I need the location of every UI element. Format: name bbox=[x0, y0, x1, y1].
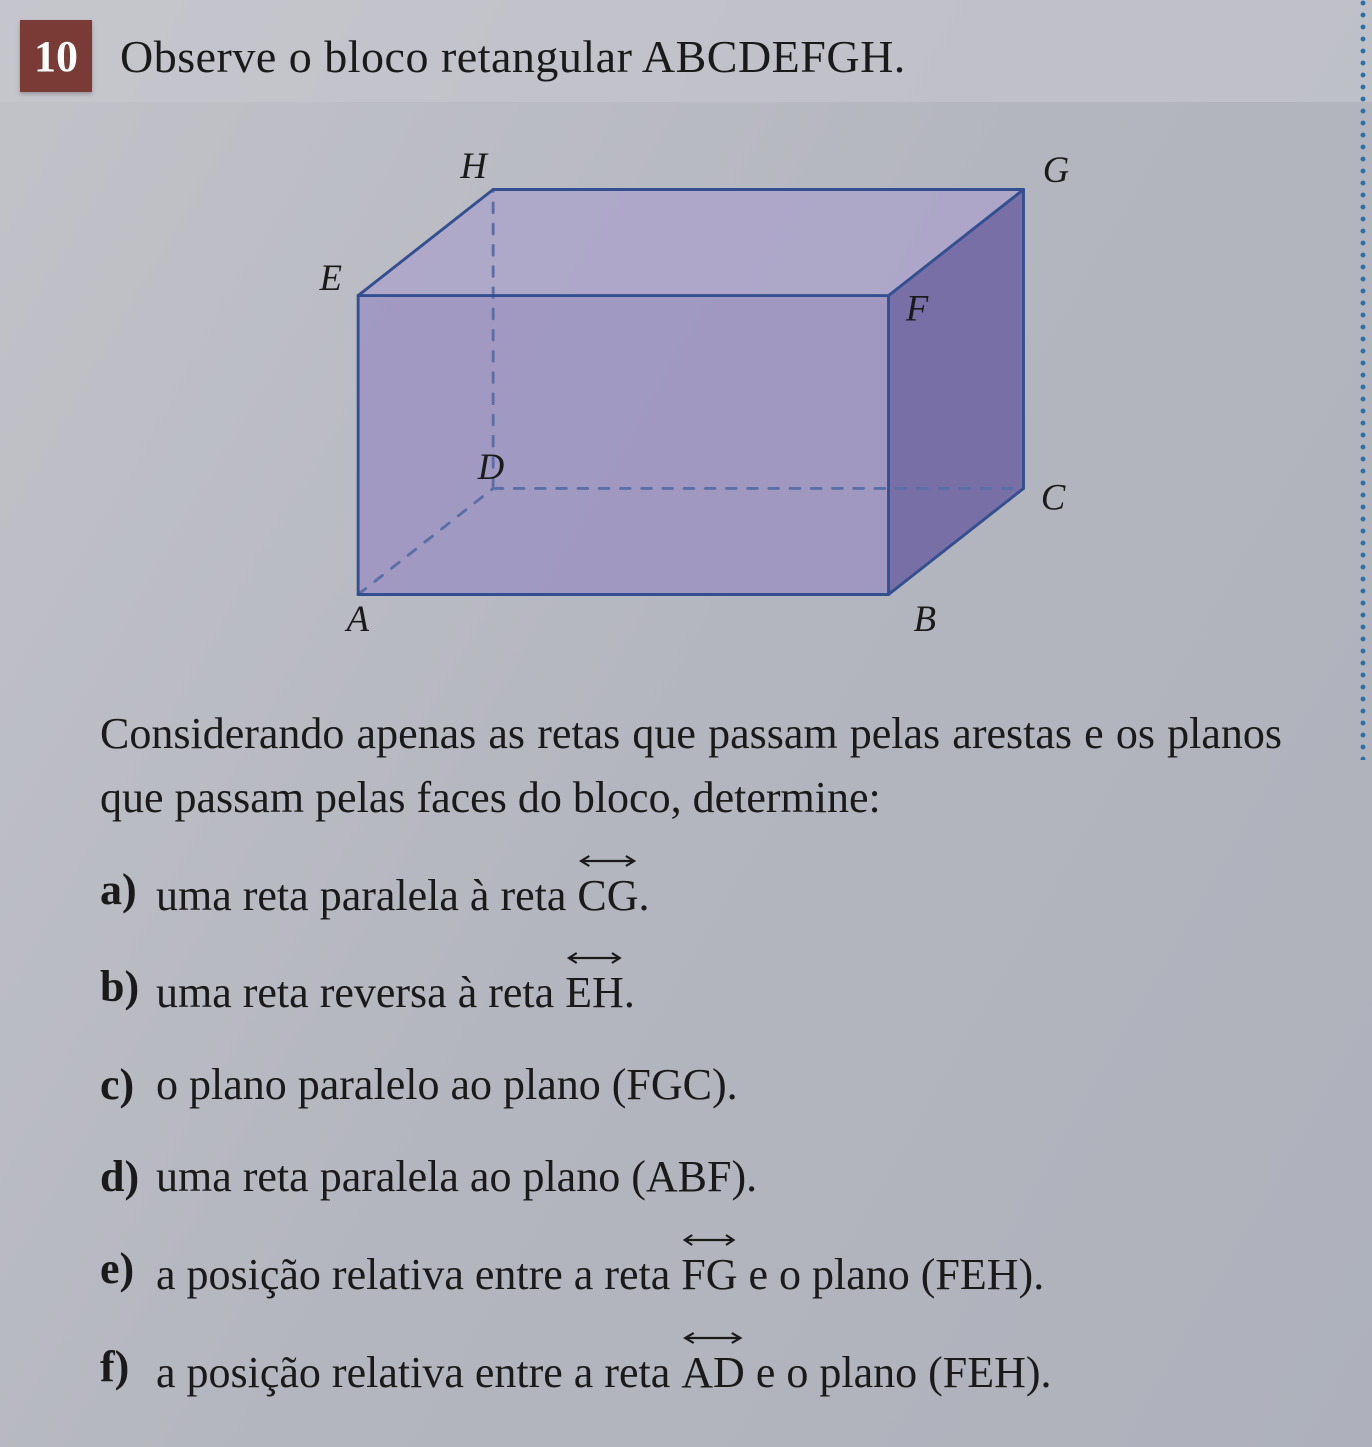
item-d-text: uma reta paralela ao plano (ABF). bbox=[156, 1145, 1282, 1209]
item-a-pre: uma reta paralela à reta bbox=[156, 871, 577, 920]
line-EH: EH bbox=[565, 955, 624, 1025]
item-d-label: d) bbox=[100, 1145, 156, 1209]
item-d: d) uma reta paralela ao plano (ABF). bbox=[100, 1145, 1282, 1209]
line-EH-text: EH bbox=[565, 968, 624, 1017]
question-number-badge: 10 bbox=[20, 20, 92, 92]
question-title: Observe o bloco retangular ABCDEFGH. bbox=[120, 30, 906, 83]
vertex-G: G bbox=[1043, 149, 1069, 190]
item-f-pre: a posição relativa entre a reta bbox=[156, 1348, 681, 1397]
vertex-C: C bbox=[1041, 477, 1066, 518]
item-a-text: uma reta paralela à reta CG. bbox=[156, 858, 1282, 928]
item-c-label: c) bbox=[100, 1053, 156, 1117]
item-b-text: uma reta reversa à reta EH. bbox=[156, 955, 1282, 1025]
line-AD: AD bbox=[681, 1335, 745, 1405]
vertex-E: E bbox=[319, 257, 342, 298]
item-b-post: . bbox=[624, 968, 635, 1017]
question-number: 10 bbox=[34, 31, 78, 82]
item-b: b) uma reta reversa à reta EH. bbox=[100, 955, 1282, 1025]
line-FG: FG bbox=[681, 1237, 737, 1307]
item-b-pre: uma reta reversa à reta bbox=[156, 968, 565, 1017]
item-c-text: o plano paralelo ao plano (FGC). bbox=[156, 1053, 1282, 1117]
double-arrow-icon bbox=[681, 1233, 737, 1247]
item-f: f) a posição relativa entre a reta AD e … bbox=[100, 1335, 1282, 1405]
item-a-label: a) bbox=[100, 858, 156, 928]
vertex-A: A bbox=[345, 598, 370, 639]
instruction-text: Considerando apenas as retas que passam … bbox=[100, 702, 1282, 830]
double-arrow-icon bbox=[577, 854, 638, 868]
item-c: c) o plano paralelo ao plano (FGC). bbox=[100, 1053, 1282, 1117]
item-e-post: e o plano (FEH). bbox=[738, 1250, 1045, 1299]
line-FG-text: FG bbox=[681, 1250, 737, 1299]
line-CG: CG bbox=[577, 858, 638, 928]
line-CG-text: CG bbox=[577, 871, 638, 920]
line-AD-text: AD bbox=[681, 1348, 745, 1397]
diagram-container: A B C D E F G H bbox=[0, 102, 1372, 692]
vertex-H: H bbox=[459, 145, 489, 186]
vertex-B: B bbox=[914, 598, 936, 639]
item-a-post: . bbox=[639, 871, 650, 920]
item-e-text: a posição relativa entre a reta FG e o p… bbox=[156, 1237, 1282, 1307]
item-b-label: b) bbox=[100, 955, 156, 1025]
question-body: Considerando apenas as retas que passam … bbox=[0, 692, 1372, 1404]
item-e-pre: a posição relativa entre a reta bbox=[156, 1250, 681, 1299]
vertex-F: F bbox=[905, 288, 929, 329]
item-f-label: f) bbox=[100, 1335, 156, 1405]
header-row: 10 Observe o bloco retangular ABCDEFGH. bbox=[0, 0, 1372, 102]
item-f-post: e o plano (FEH). bbox=[745, 1348, 1052, 1397]
exercise-page: 10 Observe o bloco retangular ABCDEFGH. … bbox=[0, 0, 1372, 1447]
vertex-D: D bbox=[477, 446, 504, 487]
item-f-text: a posição relativa entre a reta AD e o p… bbox=[156, 1335, 1282, 1405]
double-arrow-icon bbox=[681, 1331, 745, 1345]
margin-dots bbox=[1360, 0, 1366, 760]
item-e: e) a posição relativa entre a reta FG e … bbox=[100, 1237, 1282, 1307]
double-arrow-icon bbox=[565, 951, 624, 965]
item-e-label: e) bbox=[100, 1237, 156, 1307]
item-a: a) uma reta paralela à reta CG. bbox=[100, 858, 1282, 928]
cuboid-diagram: A B C D E F G H bbox=[226, 122, 1146, 662]
